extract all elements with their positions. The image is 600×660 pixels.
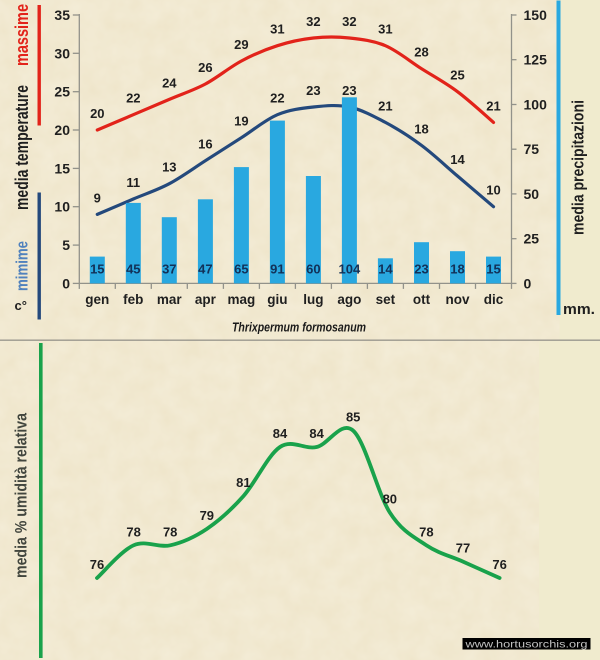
svg-text:23: 23 [342,83,356,98]
svg-text:15: 15 [90,262,104,277]
svg-text:dic: dic [484,292,504,307]
svg-text:45: 45 [126,262,140,277]
svg-text:14: 14 [378,262,393,277]
svg-text:65: 65 [234,262,248,277]
svg-text:21: 21 [378,98,392,113]
svg-text:11: 11 [126,175,140,190]
svg-text:mimime: mimime [13,241,32,291]
svg-text:25: 25 [450,68,464,83]
svg-text:set: set [376,292,396,307]
svg-text:5: 5 [62,237,70,253]
svg-text:28: 28 [414,45,428,60]
svg-text:80: 80 [383,492,397,507]
svg-text:60: 60 [306,262,320,277]
svg-text:32: 32 [342,14,356,29]
svg-text:32: 32 [306,14,320,29]
svg-text:media temperature: media temperature [12,85,32,210]
svg-text:mar: mar [157,292,183,307]
svg-text:22: 22 [270,91,284,106]
svg-text:gen: gen [85,292,109,307]
svg-text:14: 14 [450,152,465,167]
svg-text:19: 19 [234,114,248,129]
svg-text:media % umidità relativa: media % umidità relativa [12,413,31,578]
svg-text:mm.: mm. [563,301,595,318]
svg-text:76: 76 [90,557,104,572]
svg-text:30: 30 [54,45,70,61]
svg-text:84: 84 [309,426,324,441]
svg-text:apr: apr [195,292,217,307]
svg-text:23: 23 [306,83,320,98]
svg-text:25: 25 [524,231,540,247]
svg-text:25: 25 [54,84,70,100]
svg-text:75: 75 [524,141,540,157]
svg-text:Thrixpermum formosanum: Thrixpermum formosanum [232,320,366,335]
svg-text:100: 100 [524,97,548,113]
svg-text:91: 91 [270,262,284,277]
svg-text:giu: giu [267,292,287,307]
svg-text:13: 13 [162,160,176,175]
svg-text:feb: feb [123,292,143,307]
svg-text:c°: c° [15,298,27,313]
svg-text:78: 78 [163,524,177,539]
svg-text:79: 79 [200,508,214,523]
svg-text:26: 26 [198,60,212,75]
svg-text:massime: massime [12,4,32,66]
svg-text:18: 18 [414,121,428,136]
svg-text:lug: lug [303,292,323,307]
svg-text:ott: ott [413,292,431,307]
svg-text:35: 35 [54,7,70,23]
svg-text:10: 10 [486,183,500,198]
svg-text:0: 0 [62,275,70,291]
svg-text:84: 84 [273,426,288,441]
svg-text:50: 50 [524,186,540,202]
svg-text:mag: mag [228,292,256,307]
svg-text:www.hortusorchis.org: www.hortusorchis.org [464,639,587,651]
svg-text:23: 23 [414,262,428,277]
svg-text:0: 0 [524,275,532,291]
svg-text:37: 37 [162,262,176,277]
svg-text:10: 10 [54,199,70,215]
svg-text:21: 21 [486,98,500,113]
svg-text:47: 47 [198,262,212,277]
svg-text:85: 85 [346,410,360,425]
svg-text:15: 15 [486,262,500,277]
svg-text:22: 22 [126,91,140,106]
svg-text:78: 78 [419,524,433,539]
svg-text:media precipitazioni: media precipitazioni [569,100,588,235]
svg-text:15: 15 [54,160,70,176]
svg-text:125: 125 [524,52,548,68]
svg-text:9: 9 [94,190,101,205]
svg-text:31: 31 [270,22,284,37]
svg-text:ago: ago [337,292,361,307]
svg-text:20: 20 [54,122,70,138]
svg-text:81: 81 [236,475,250,490]
svg-text:nov: nov [445,292,469,307]
svg-text:77: 77 [456,541,470,556]
svg-text:20: 20 [90,106,104,121]
svg-text:104: 104 [339,262,361,277]
svg-text:78: 78 [126,524,140,539]
svg-text:76: 76 [492,557,506,572]
svg-text:18: 18 [450,262,464,277]
svg-text:24: 24 [162,75,177,90]
svg-text:16: 16 [198,137,212,152]
svg-text:31: 31 [378,22,392,37]
svg-text:29: 29 [234,37,248,52]
svg-text:150: 150 [524,7,548,23]
